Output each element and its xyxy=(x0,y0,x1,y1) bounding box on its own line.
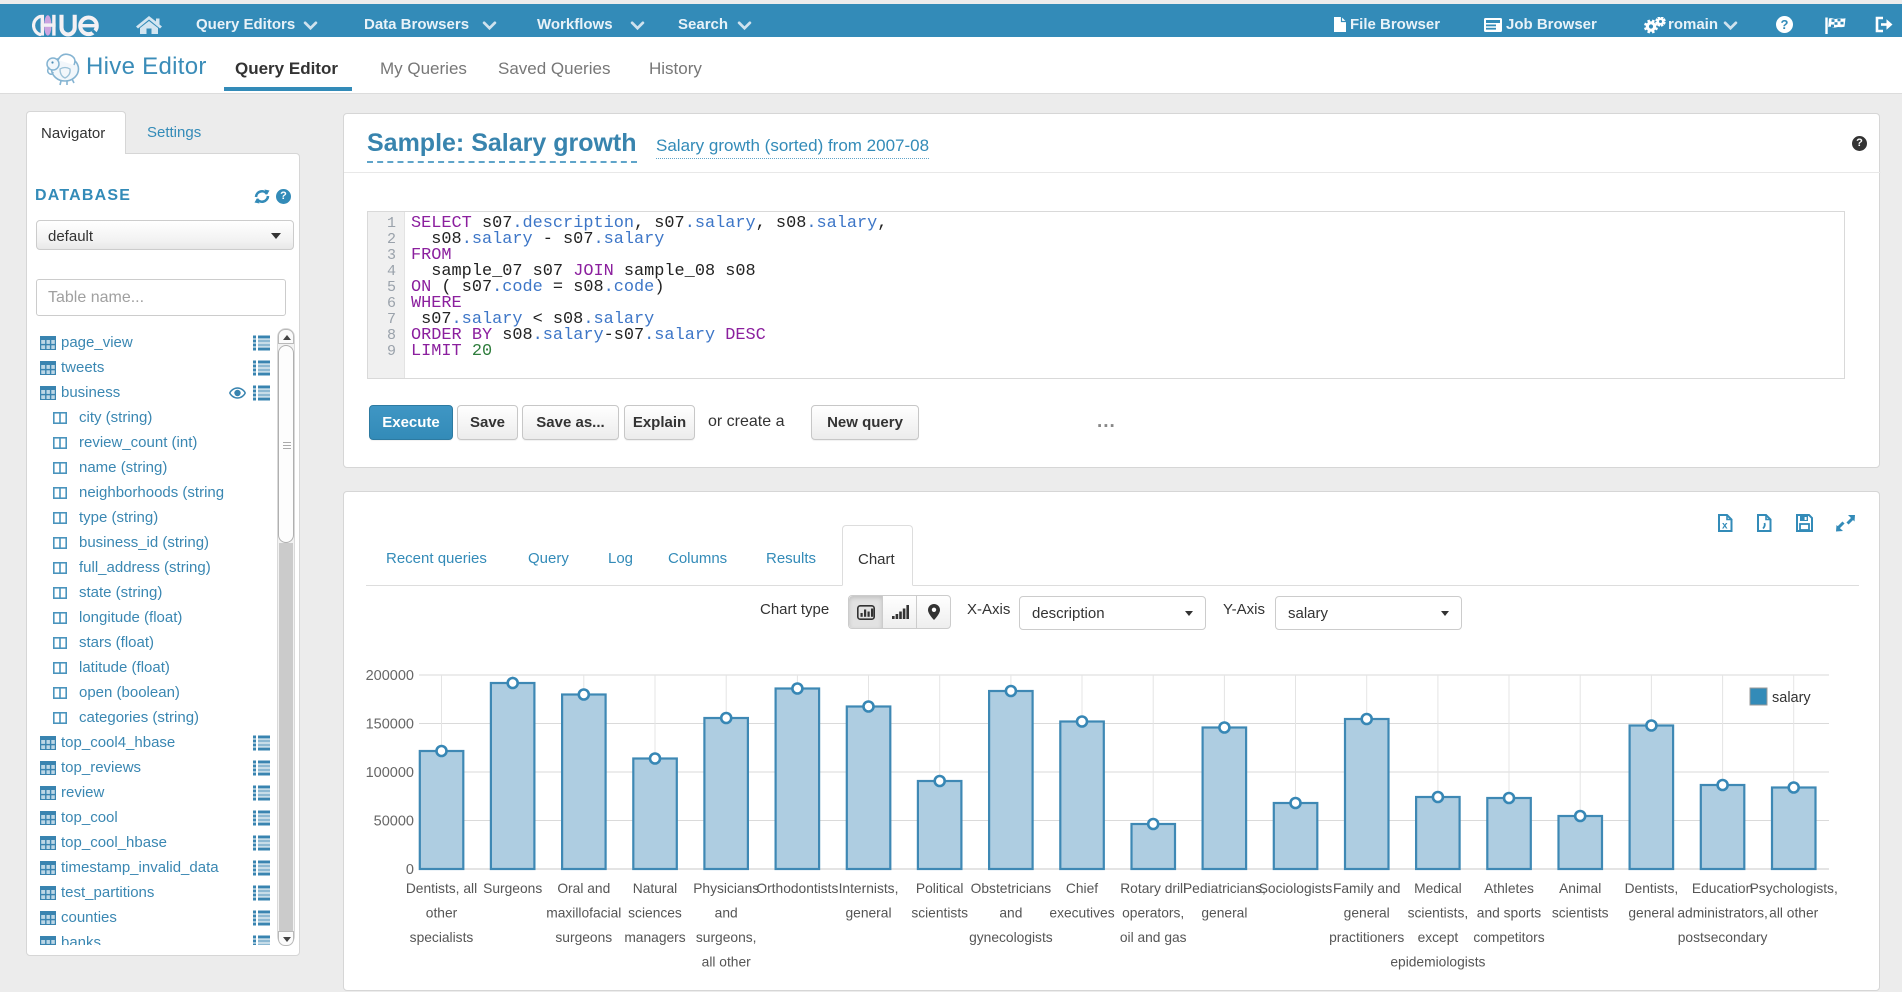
svg-text:and: and xyxy=(715,906,738,921)
svg-text:Animal: Animal xyxy=(1559,881,1601,896)
svg-text:salary: salary xyxy=(1772,690,1811,706)
svg-text:practitioners: practitioners xyxy=(1329,930,1404,945)
svg-text:epidemiologists: epidemiologists xyxy=(1390,955,1485,970)
svg-text:Chief: Chief xyxy=(1066,881,1098,896)
svg-text:x: x xyxy=(1722,521,1728,532)
svg-text:gynecologists: gynecologists xyxy=(969,930,1053,945)
svg-text:sciences: sciences xyxy=(628,906,682,921)
svg-text:scientists: scientists xyxy=(1552,906,1609,921)
svg-text:other: other xyxy=(426,906,458,921)
svg-text:Psychologists,: Psychologists, xyxy=(1750,881,1838,896)
svg-text:general: general xyxy=(1344,906,1390,921)
svg-text:Internists,: Internists, xyxy=(839,881,899,896)
svg-text:Education: Education xyxy=(1692,881,1753,896)
svg-text:maxillofacial: maxillofacial xyxy=(546,906,621,921)
svg-text:administrators,: administrators, xyxy=(1677,906,1767,921)
svg-text:Surgeons: Surgeons xyxy=(483,881,542,896)
svg-text:and: and xyxy=(999,906,1022,921)
svg-text:Orthodontists: Orthodontists xyxy=(756,881,838,896)
svg-text:0: 0 xyxy=(406,862,414,878)
svg-text:Dentists, all: Dentists, all xyxy=(406,881,477,896)
svg-text:competitors: competitors xyxy=(1473,930,1544,945)
svg-text:executives: executives xyxy=(1049,906,1114,921)
svg-text:Natural: Natural xyxy=(633,881,677,896)
svg-text:all other: all other xyxy=(702,955,751,970)
svg-text:and sports: and sports xyxy=(1477,906,1542,921)
svg-text:Rotary drill: Rotary drill xyxy=(1120,881,1186,896)
svg-text:oil and gas: oil and gas xyxy=(1120,930,1187,945)
svg-text:Political: Political xyxy=(916,881,964,896)
svg-text:general: general xyxy=(1201,906,1247,921)
svg-text:general: general xyxy=(845,906,891,921)
svg-text:general: general xyxy=(1628,906,1674,921)
svg-text:operators,: operators, xyxy=(1122,906,1184,921)
svg-text:scientists: scientists xyxy=(911,906,968,921)
svg-text:150000: 150000 xyxy=(366,717,414,733)
svg-text:Pediatricians,: Pediatricians, xyxy=(1183,881,1266,896)
svg-text:scientists,: scientists, xyxy=(1408,906,1469,921)
svg-text:postsecondary: postsecondary xyxy=(1678,930,1768,945)
svg-text:except: except xyxy=(1418,930,1459,945)
svg-text:Obstetricians: Obstetricians xyxy=(971,881,1052,896)
svg-text:Oral and: Oral and xyxy=(557,881,610,896)
svg-text:all other: all other xyxy=(1769,906,1818,921)
svg-text:Family and: Family and xyxy=(1333,881,1400,896)
svg-text:Athletes: Athletes xyxy=(1484,881,1534,896)
svg-text:surgeons: surgeons xyxy=(555,930,612,945)
svg-text:Physicians: Physicians xyxy=(693,881,759,896)
svg-text:Dentists,: Dentists, xyxy=(1625,881,1679,896)
svg-text:specialists: specialists xyxy=(410,930,474,945)
svg-text:100000: 100000 xyxy=(366,765,414,781)
svg-text:200000: 200000 xyxy=(366,668,414,684)
svg-text:50000: 50000 xyxy=(374,814,414,830)
svg-text:Medical: Medical xyxy=(1414,881,1462,896)
svg-text:Sociologists: Sociologists xyxy=(1259,881,1333,896)
svg-text:surgeons,: surgeons, xyxy=(696,930,757,945)
svg-text:managers: managers xyxy=(624,930,685,945)
